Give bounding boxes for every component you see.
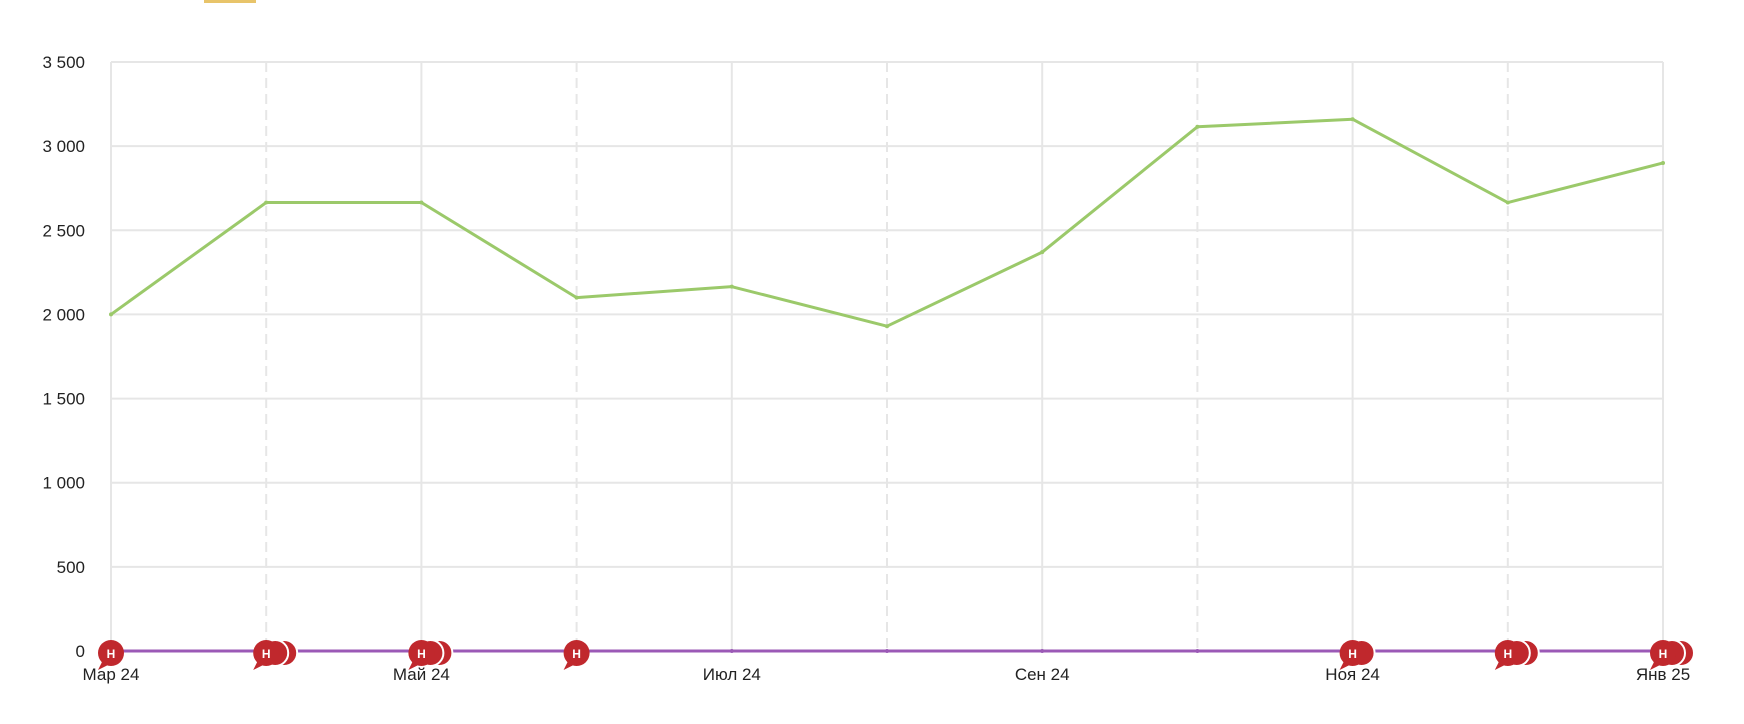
x-tick-label: Сен 24	[1015, 665, 1070, 684]
data-point	[1661, 160, 1665, 165]
event-marker-bubble	[98, 640, 124, 666]
y-tick-label: 1 500	[42, 390, 85, 409]
data-point	[1040, 649, 1045, 653]
event-marker[interactable]: Н	[563, 640, 590, 670]
x-tick-label: Ноя 24	[1325, 665, 1380, 684]
event-marker[interactable]: Н	[1494, 639, 1540, 670]
data-point	[574, 295, 579, 300]
event-marker-bubble	[253, 640, 280, 666]
x-tick-label: Янв 25	[1636, 665, 1690, 684]
y-tick-label: 3 500	[42, 53, 85, 72]
x-tick-label: Май 24	[393, 665, 450, 684]
y-tick-label: 2 500	[42, 221, 85, 240]
event-marker-label: Н	[572, 647, 581, 661]
y-tick-label: 0	[76, 642, 85, 661]
y-tick-label: 500	[57, 558, 85, 577]
data-point	[729, 284, 734, 289]
event-marker-bubble	[1650, 640, 1676, 666]
event-marker-bubble	[563, 640, 590, 666]
data-point	[419, 200, 424, 205]
event-marker[interactable]: Н	[253, 639, 299, 670]
data-point	[1040, 250, 1045, 255]
event-marker[interactable]: Н	[1339, 639, 1376, 670]
x-tick-label: Мар 24	[83, 665, 140, 684]
event-marker-bubble	[1339, 640, 1366, 666]
event-marker-bubble	[408, 640, 435, 666]
data-point	[1350, 117, 1355, 122]
event-marker[interactable]: Н	[98, 640, 124, 670]
data-point	[1505, 200, 1510, 205]
event-marker[interactable]: Н	[408, 639, 454, 670]
y-tick-label: 3 000	[42, 137, 85, 156]
y-tick-label: 1 000	[42, 474, 85, 493]
data-point	[109, 312, 113, 317]
data-point	[885, 324, 889, 329]
x-tick-label: Июл 24	[703, 665, 761, 684]
event-marker[interactable]: Н	[1650, 639, 1695, 670]
event-marker-label: Н	[1503, 647, 1512, 661]
y-tick-label: 2 000	[42, 305, 85, 324]
event-marker-label: Н	[417, 647, 426, 661]
data-point	[885, 649, 889, 653]
event-marker-label: Н	[1659, 647, 1668, 661]
event-marker-label: Н	[262, 647, 271, 661]
data-point	[264, 200, 269, 205]
data-point	[729, 649, 734, 653]
event-marker-label: Н	[107, 647, 116, 661]
data-point	[1195, 649, 1200, 653]
event-marker-label: Н	[1348, 647, 1357, 661]
top-accent-mark	[204, 0, 256, 3]
data-point	[1195, 124, 1200, 129]
event-marker-bubble	[1494, 640, 1521, 666]
